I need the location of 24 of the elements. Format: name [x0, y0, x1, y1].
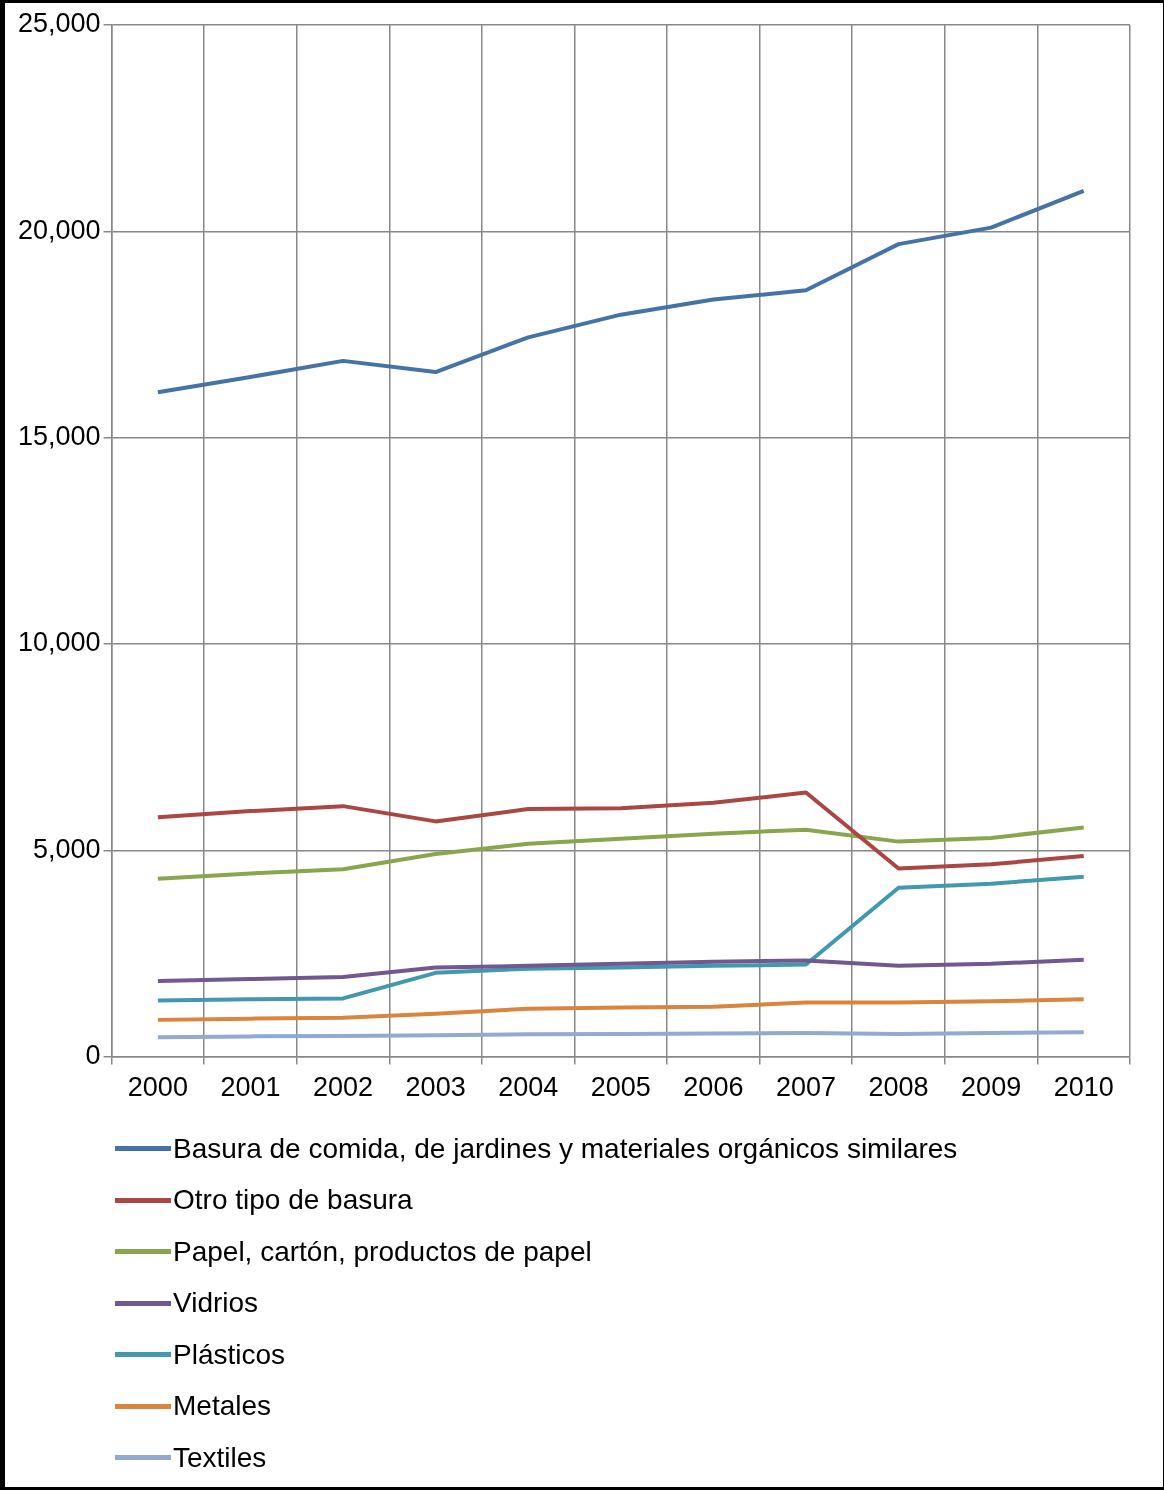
legend-label: Basura de comida, de jardines y materiales orgánicos similares — [173, 1132, 958, 1165]
x-tick-label: 2006 — [683, 1072, 744, 1103]
y-tick-label: 10,000 — [17, 627, 101, 658]
legend-label: Papel, cartón, productos de papel — [173, 1235, 592, 1268]
x-tick-label: 2002 — [313, 1072, 374, 1103]
legend-label: Textiles — [173, 1441, 267, 1474]
x-tick-label: 2007 — [775, 1072, 836, 1103]
x-tick-label: 2008 — [868, 1072, 929, 1103]
y-tick-label: 20,000 — [17, 214, 101, 245]
x-tick-label: 2001 — [220, 1072, 281, 1103]
legend-label: Metales — [173, 1390, 272, 1423]
legend-label: Otro tipo de basura — [173, 1184, 413, 1217]
x-tick-label: 2009 — [961, 1072, 1022, 1103]
x-tick-label: 2005 — [590, 1072, 651, 1103]
y-tick-label: 25,000 — [17, 8, 101, 39]
x-tick-label: 2004 — [498, 1072, 559, 1103]
x-tick-label: 2003 — [405, 1072, 466, 1103]
legend-label: Plásticos — [173, 1338, 286, 1371]
y-tick-label: 15,000 — [17, 421, 101, 452]
legend-label: Vidrios — [173, 1287, 259, 1320]
x-tick-label: 2000 — [127, 1072, 188, 1103]
y-tick-label: 5,000 — [33, 833, 101, 864]
y-tick-label: 0 — [85, 1040, 101, 1071]
x-tick-label: 2010 — [1053, 1072, 1114, 1103]
